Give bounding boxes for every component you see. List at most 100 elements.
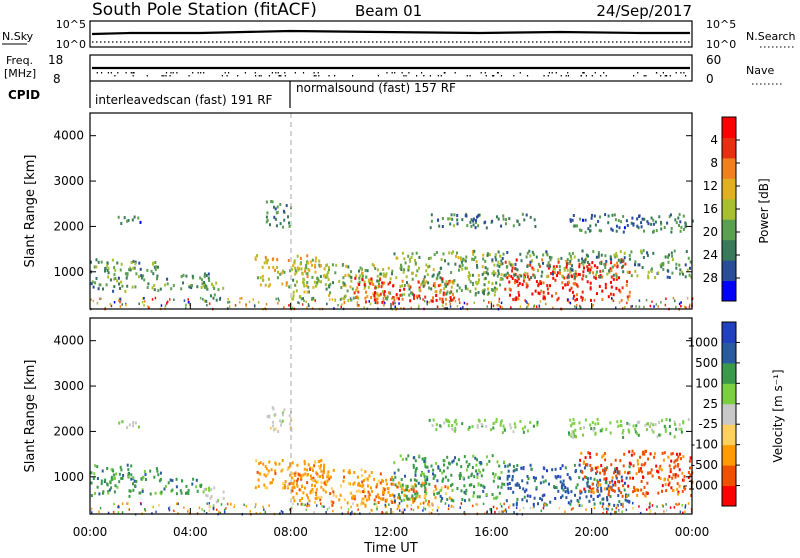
data-cell: [623, 452, 626, 456]
data-cell: [664, 255, 667, 259]
data-cell: [151, 286, 154, 290]
data-cell: [124, 272, 127, 276]
data-cell: [354, 495, 356, 499]
data-cell: [433, 492, 436, 496]
data-cell: [500, 485, 503, 489]
data-cell: [281, 486, 284, 490]
data-cell: [687, 476, 690, 480]
data-cell: [120, 280, 123, 284]
data-cell: [448, 461, 450, 465]
data-cell: [606, 272, 609, 276]
data-cell: [486, 462, 488, 466]
data-cell: [151, 298, 154, 301]
data-cell: [275, 224, 278, 228]
data-cell: [308, 304, 310, 308]
data-cell: [265, 302, 268, 306]
data-cell: [360, 468, 363, 472]
data-cell: [646, 254, 649, 257]
data-cell: [618, 480, 621, 484]
data-cell: [369, 302, 372, 306]
data-cell: [570, 432, 573, 436]
data-cell: [343, 300, 346, 304]
data-cell: [676, 458, 679, 462]
data-cell: [395, 293, 398, 297]
data-cell: [361, 499, 364, 503]
data-cell: [628, 290, 631, 294]
data-cell: [615, 506, 617, 510]
data-cell: [403, 292, 406, 296]
colorbar-tick-label: 8: [710, 156, 718, 170]
data-cell: [501, 277, 504, 281]
data-cell: [204, 283, 207, 287]
data-cell: [305, 263, 308, 267]
data-cell: [535, 486, 538, 490]
data-cell: [667, 478, 669, 482]
data-cell: [515, 503, 518, 507]
data-cell: [426, 273, 429, 277]
data-cell: [655, 303, 658, 306]
data-cell: [287, 215, 289, 219]
data-cell: [306, 481, 309, 485]
data-cell: [469, 289, 472, 293]
data-cell: [439, 267, 442, 271]
beam-label: Beam 01: [355, 2, 422, 20]
data-cell: [535, 255, 538, 259]
data-cell: [383, 294, 386, 298]
data-cell: [620, 258, 623, 262]
data-cell: [493, 263, 496, 267]
data-cell: [670, 486, 673, 490]
data-cell: [657, 470, 660, 474]
data-cell: [207, 486, 210, 490]
data-cell: [607, 484, 610, 488]
data-cell: [256, 470, 259, 474]
data-cell: [686, 296, 689, 300]
data-cell: [352, 482, 355, 486]
data-cell: [537, 268, 539, 272]
nave-dot: [547, 75, 549, 77]
data-cell: [615, 274, 618, 278]
data-cell: [552, 270, 554, 274]
data-cell: [608, 502, 611, 506]
data-cell: [544, 503, 546, 506]
colorbar-swatch: [722, 342, 736, 364]
data-cell: [303, 459, 306, 463]
data-cell: [476, 425, 479, 429]
data-cell: [410, 508, 413, 511]
data-cell: [678, 263, 681, 267]
nave-dot: [680, 72, 682, 74]
data-cell: [394, 305, 396, 308]
x-tick-label: 08:00: [273, 525, 308, 539]
data-cell: [200, 483, 203, 487]
velocity-ylabel: Slant Range [km]: [23, 360, 38, 473]
colorbar-swatch: [722, 465, 736, 487]
data-cell: [647, 457, 650, 461]
data-cell: [686, 268, 689, 272]
data-cell: [468, 277, 471, 281]
data-cell: [276, 258, 279, 262]
data-cell: [392, 301, 394, 304]
data-cell: [410, 496, 413, 499]
data-cell: [653, 305, 655, 308]
data-cell: [411, 292, 414, 296]
data-cell: [130, 261, 133, 264]
data-cell: [117, 215, 120, 219]
data-cell: [328, 285, 331, 289]
data-cell: [617, 487, 620, 491]
data-cell: [680, 301, 682, 304]
data-cell: [168, 507, 170, 510]
data-cell: [105, 283, 108, 287]
colorbar-tick-label: 16: [703, 202, 718, 216]
data-cell: [409, 478, 412, 482]
data-cell: [486, 252, 489, 256]
data-cell: [478, 278, 480, 282]
data-cell: [642, 450, 645, 454]
data-cell: [278, 462, 281, 466]
data-cell: [630, 221, 633, 225]
data-cell: [406, 488, 408, 492]
colorbar-tick-label: 20: [703, 225, 718, 239]
data-cell: [476, 263, 478, 267]
data-cell: [407, 266, 410, 270]
data-cell: [444, 502, 447, 505]
data-cell: [518, 486, 521, 490]
data-cell: [650, 422, 653, 425]
